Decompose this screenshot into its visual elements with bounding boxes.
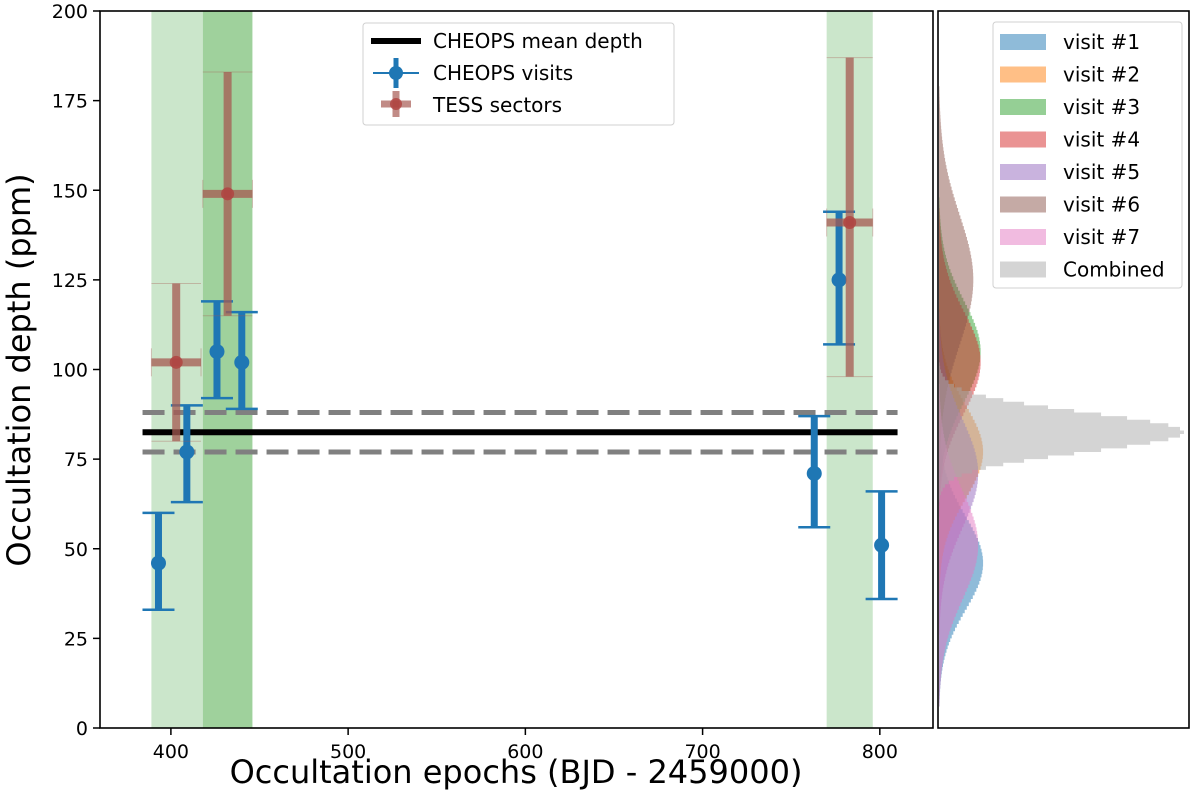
cheops-point-5 [798, 414, 831, 529]
histogram-bars-8 [939, 362, 1184, 503]
histogram-legend-swatch-5 [1000, 164, 1046, 180]
histogram-legend-swatch-3 [1000, 99, 1046, 115]
x-tick-label-800: 800 [862, 741, 898, 763]
y-tick-label-175: 175 [52, 91, 88, 113]
cheops-marker-4 [234, 354, 250, 370]
tess-sectors-series [150, 57, 874, 442]
x-tick-label-500: 500 [330, 741, 366, 763]
histogram-legend-label-5: visit #5 [1063, 160, 1140, 184]
histogram-legend-swatch-7 [1000, 229, 1046, 245]
histogram-panel: visit #1 visit #2 visit #3 visit #4 visit #5… [937, 10, 1190, 729]
x-axis-label: Occultation epochs (BJD - 2459000) [230, 753, 803, 791]
cheops-marker-7 [874, 537, 890, 553]
histogram-legend-label-3: visit #3 [1063, 95, 1140, 119]
x-tick-label-600: 600 [507, 741, 543, 763]
y-tick-label-75: 75 [64, 449, 88, 471]
histogram-legend: visit #1 visit #2 visit #3 visit #4 visit #5… [992, 21, 1183, 289]
histogram-legend-swatch-6 [1000, 196, 1046, 213]
legend-tess-marker [381, 91, 411, 117]
legend-mean-label: CHEOPS mean depth [433, 29, 643, 53]
y-tick-label-0: 0 [76, 718, 88, 740]
histogram-legend-label-2: visit #2 [1063, 63, 1140, 87]
histogram-legend-swatch-2 [1000, 66, 1046, 83]
tess-marker-2 [221, 187, 235, 201]
legend-tess-label: TESS sectors [432, 93, 562, 117]
histogram-legend-label-1: visit #1 [1063, 30, 1140, 54]
cheops-marker-2 [179, 444, 195, 460]
histogram-legend-swatch-4 [1000, 131, 1046, 148]
histograms [939, 86, 1184, 707]
tess-point-3 [826, 57, 874, 378]
y-axis-label: Occultation depth (ppm) [0, 173, 38, 566]
main-legend: CHEOPS mean depth CHEOPS visits TESS sec… [362, 22, 675, 126]
cheops-marker-5 [806, 465, 822, 481]
legend-cheops-label: CHEOPS visits [433, 61, 573, 85]
histogram-legend-label-7: visit #7 [1063, 225, 1140, 249]
cheops-point-2 [170, 404, 203, 504]
y-tick-label-125: 125 [52, 270, 88, 292]
histogram-legend-swatch-1 [1000, 34, 1046, 50]
y-tick-label-50: 50 [64, 539, 88, 561]
histogram-legend-swatch-8 [1000, 261, 1046, 278]
cheops-marker-1 [150, 555, 166, 571]
cheops-marker-6 [831, 272, 847, 288]
tess-point-1 [150, 282, 202, 442]
legend-cheops-marker [373, 58, 419, 88]
y-tick-label-100: 100 [52, 360, 88, 382]
cheops-point-7 [865, 490, 898, 601]
tess-marker-3 [843, 216, 857, 230]
tess-point-2 [202, 71, 253, 317]
mean-depth-band [142, 410, 898, 455]
histogram-plot-frame [937, 10, 1190, 729]
x-axis-ticks: 400 500 600 700 800 [153, 728, 898, 763]
histogram-legend-label-8: Combined [1063, 258, 1165, 282]
y-axis-ticks: 0 25 50 75 100 125 150 175 200 [52, 1, 100, 740]
y-tick-label-25: 25 [64, 628, 88, 650]
cheops-marker-3 [209, 344, 225, 360]
histogram-legend-label-4: visit #4 [1063, 128, 1140, 152]
cheops-point-1 [142, 511, 175, 611]
y-tick-label-200: 200 [52, 1, 88, 23]
main-legend-box [362, 22, 675, 126]
histogram-6 [939, 86, 974, 474]
x-tick-label-700: 700 [684, 741, 720, 763]
histogram-legend-label-6: visit #6 [1063, 193, 1140, 217]
histogram-legend-box [992, 21, 1183, 289]
cheops-visits-series [142, 210, 898, 611]
histogram-8 [939, 362, 1184, 503]
main-panel: 400 500 600 700 800 0 25 50 75 100 125 150 175 200 O… [0, 1, 934, 791]
y-tick-label-150: 150 [52, 180, 88, 202]
x-tick-label-400: 400 [153, 741, 189, 763]
tess-marker-1 [169, 355, 183, 369]
histogram-bars-6 [939, 86, 974, 474]
